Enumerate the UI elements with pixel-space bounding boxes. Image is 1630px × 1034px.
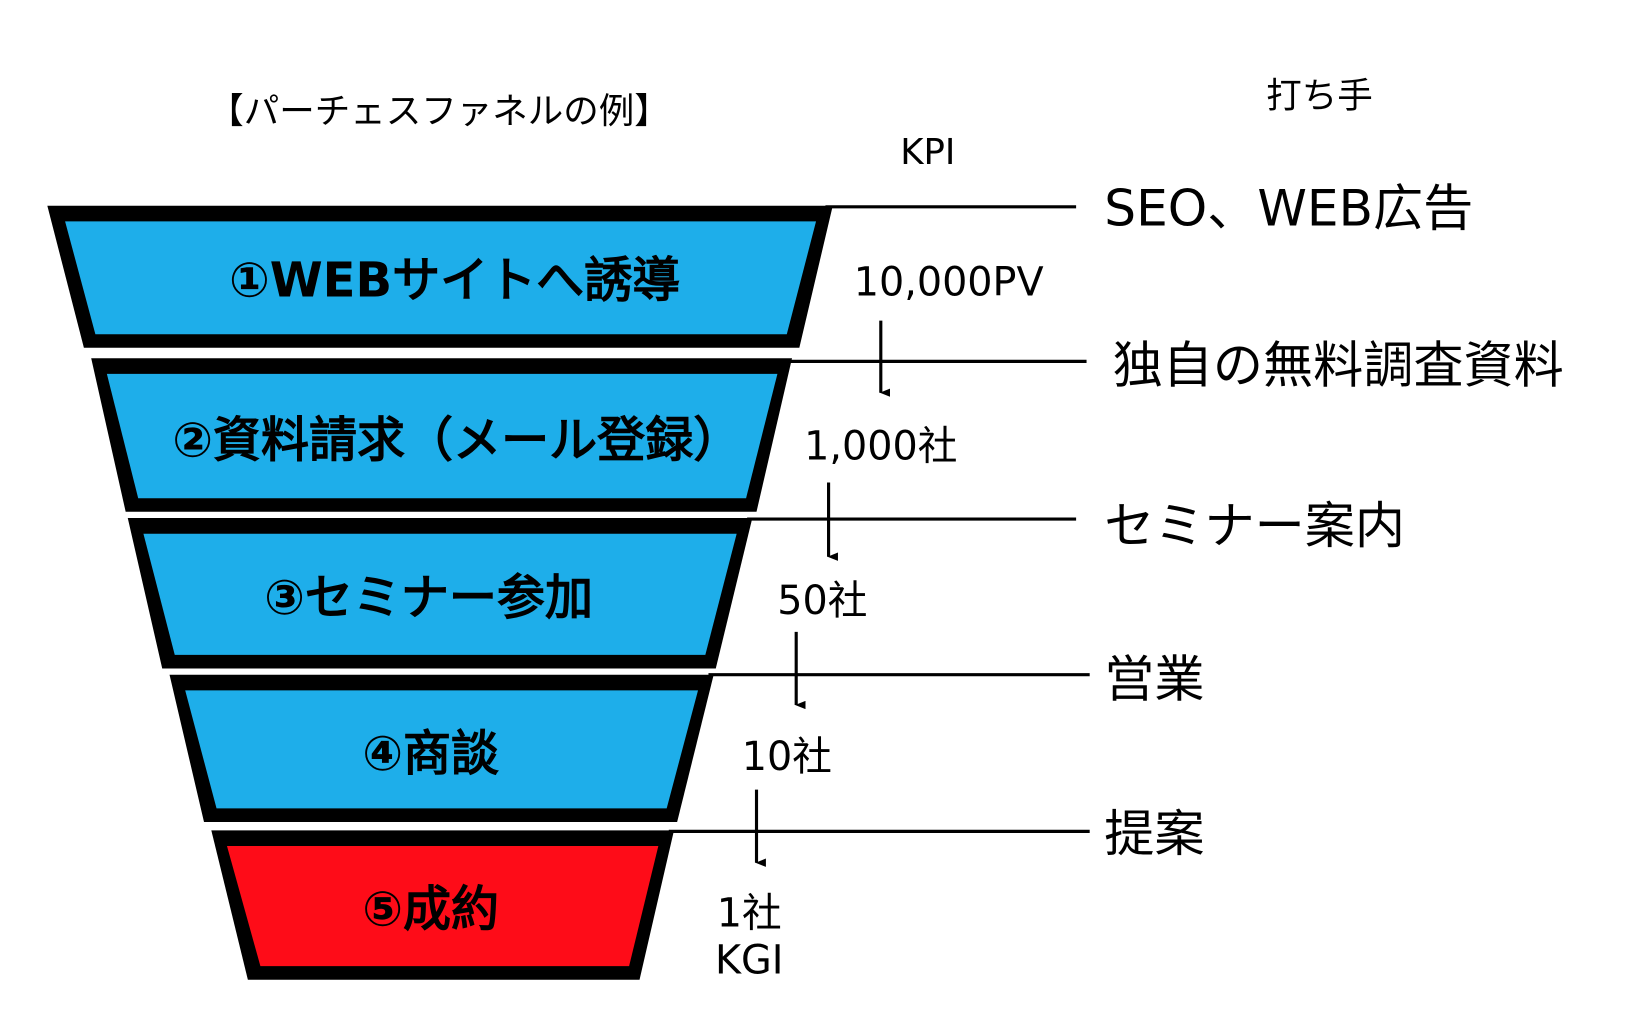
kpi-value-2: 1,000社 <box>804 424 957 470</box>
stage-label: ⑤成約 <box>362 881 499 937</box>
stage-label: ①WEBサイトへ誘導 <box>229 253 680 309</box>
tactic-4: 営業 <box>1104 650 1204 709</box>
kgi-label: KGI <box>715 937 783 983</box>
stage-label: ④商談 <box>362 726 499 782</box>
kpi-value-3: 50社 <box>777 578 867 624</box>
tactics-header: 打ち手 <box>1266 76 1373 117</box>
diagram-title: 【パーチェスファネルの例】 <box>208 91 670 132</box>
stage-fill <box>65 221 817 335</box>
funnel-stage-4: ④商談 <box>169 674 714 822</box>
funnel-stage-1: ①WEBサイトへ誘導 <box>47 205 833 348</box>
funnel-stage-3: ③セミナー参加 <box>127 518 753 669</box>
funnel-stage-2: ②資料請求（メール登録） <box>91 358 793 512</box>
stage-label: ②資料請求（メール登録） <box>172 412 741 468</box>
kpi-value-4: 10社 <box>742 734 832 780</box>
funnel-stage-5: ⑤成約 <box>211 830 675 980</box>
stage-fill <box>106 373 778 499</box>
tactic-2: 独自の無料調査資料 <box>1113 335 1564 394</box>
tactic-3: セミナー案内 <box>1104 496 1405 555</box>
tactic-1: SEO、WEB広告 <box>1104 179 1473 238</box>
kpi-value-5: 1社 <box>717 890 782 936</box>
connector-lines <box>668 205 1090 833</box>
stage-fill <box>226 846 659 967</box>
kpi-header: KPI <box>900 132 955 173</box>
kpi-value-1: 10,000PV <box>854 260 1044 306</box>
stage-fill <box>185 690 699 809</box>
tactic-5: 提案 <box>1104 804 1204 863</box>
stage-fill <box>143 533 737 655</box>
stage-label: ③セミナー参加 <box>264 570 593 626</box>
